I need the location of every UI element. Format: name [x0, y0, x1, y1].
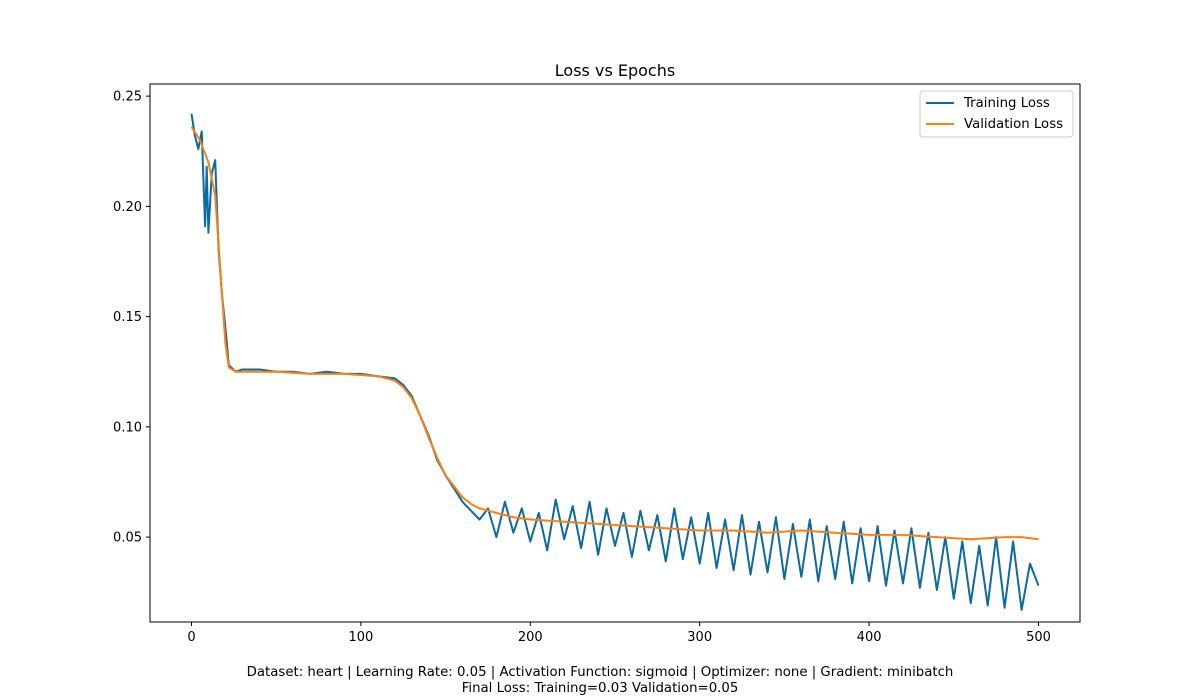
y-tick-label: 0.05	[113, 531, 142, 546]
x-tick-label: 100	[348, 630, 373, 645]
x-tick-label: 0	[187, 630, 195, 645]
x-tick-label: 400	[857, 630, 882, 645]
y-tick-label: 0.15	[113, 310, 142, 325]
series-line-validation	[190, 126, 1039, 541]
legend: Training Loss Validation Loss	[919, 90, 1074, 138]
y-tick-label: 0.20	[113, 200, 142, 215]
y-tick-label: 0.10	[113, 420, 142, 435]
plot-frame	[149, 83, 1081, 623]
y-axis: 0.05 0.10 0.15 0.20 0.25	[113, 90, 150, 546]
x-tick-label: 500	[1026, 630, 1051, 645]
y-tick-label: 0.25	[113, 90, 142, 105]
x-tick-label: 200	[518, 630, 543, 645]
chart-title: Loss vs Epochs	[555, 61, 675, 80]
x-axis: 0 100 200 300 400 500	[187, 622, 1051, 645]
caption-final-loss: Final Loss: Training=0.03 Validation=0.0…	[461, 681, 739, 696]
legend-label-training: Training Loss	[963, 96, 1050, 111]
caption-parameters: Dataset: heart | Learning Rate: 0.05 | A…	[246, 665, 954, 680]
legend-box	[919, 90, 1074, 138]
series-layer	[190, 113, 1040, 611]
loss-chart: Loss vs Epochs 0 100 200 300 400 500 0.05 0.10…	[113, 61, 1081, 645]
x-tick-label: 300	[687, 630, 712, 645]
legend-label-validation: Validation Loss	[964, 117, 1063, 132]
